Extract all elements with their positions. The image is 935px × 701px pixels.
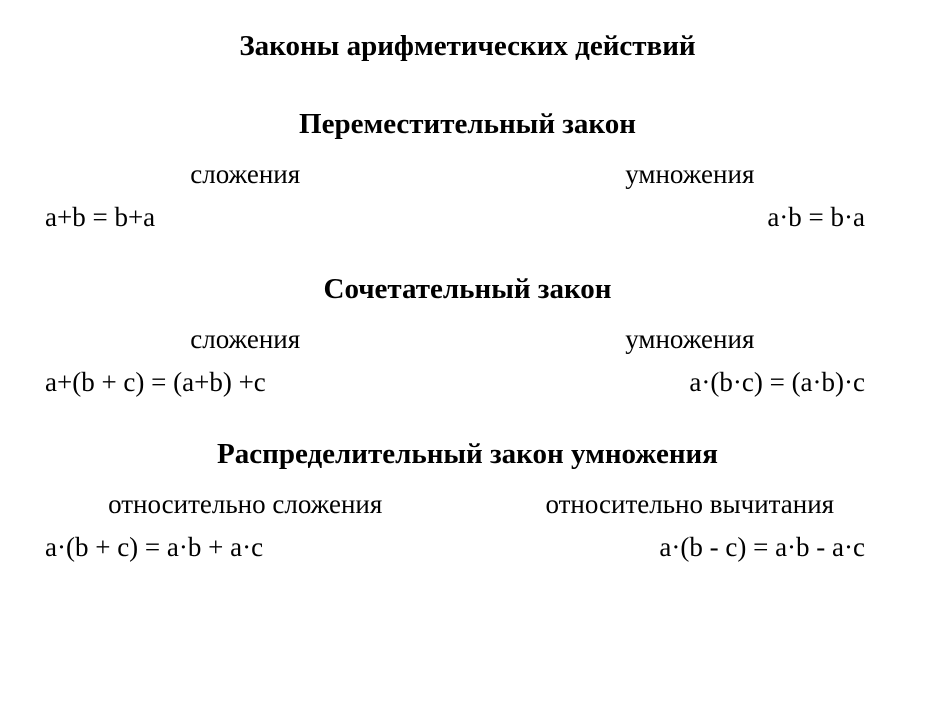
- associative-addition-column: сложения a+(b + c) = (a+b) +c: [40, 324, 450, 398]
- distributive-law-columns: относительно сложения a·(b + c) = a·b + …: [40, 489, 895, 563]
- commutative-addition-label: сложения: [40, 159, 450, 190]
- commutative-multiplication-column: умножения a·b = b·a: [485, 159, 895, 233]
- associative-addition-formula: a+(b + c) = (a+b) +c: [40, 367, 450, 398]
- distributive-law-title: Распределительный закон умножения: [40, 438, 895, 471]
- commutative-law-title: Переместительный закон: [40, 108, 895, 141]
- distributive-law-section: Распределительный закон умножения относи…: [40, 438, 895, 563]
- distributive-subtraction-formula: a·(b - c) = a·b - a·c: [485, 532, 895, 563]
- associative-multiplication-formula: a·(b·c) = (a·b)·c: [485, 367, 895, 398]
- associative-law-section: Сочетательный закон сложения a+(b + c) =…: [40, 273, 895, 398]
- distributive-addition-label: относительно сложения: [40, 489, 450, 520]
- associative-multiplication-label: умножения: [485, 324, 895, 355]
- distributive-subtraction-column: относительно вычитания a·(b - c) = a·b -…: [485, 489, 895, 563]
- associative-law-columns: сложения a+(b + c) = (a+b) +c умножения …: [40, 324, 895, 398]
- distributive-addition-column: относительно сложения a·(b + c) = a·b + …: [40, 489, 450, 563]
- main-title: Законы арифметических действий: [40, 30, 895, 63]
- commutative-multiplication-formula: a·b = b·a: [485, 202, 895, 233]
- commutative-multiplication-label: умножения: [485, 159, 895, 190]
- commutative-addition-formula: a+b = b+a: [40, 202, 450, 233]
- associative-addition-label: сложения: [40, 324, 450, 355]
- associative-multiplication-column: умножения a·(b·c) = (a·b)·c: [485, 324, 895, 398]
- commutative-law-section: Переместительный закон сложения a+b = b+…: [40, 108, 895, 233]
- commutative-law-columns: сложения a+b = b+a умножения a·b = b·a: [40, 159, 895, 233]
- commutative-addition-column: сложения a+b = b+a: [40, 159, 450, 233]
- associative-law-title: Сочетательный закон: [40, 273, 895, 306]
- distributive-addition-formula: a·(b + c) = a·b + a·c: [40, 532, 450, 563]
- distributive-subtraction-label: относительно вычитания: [485, 489, 895, 520]
